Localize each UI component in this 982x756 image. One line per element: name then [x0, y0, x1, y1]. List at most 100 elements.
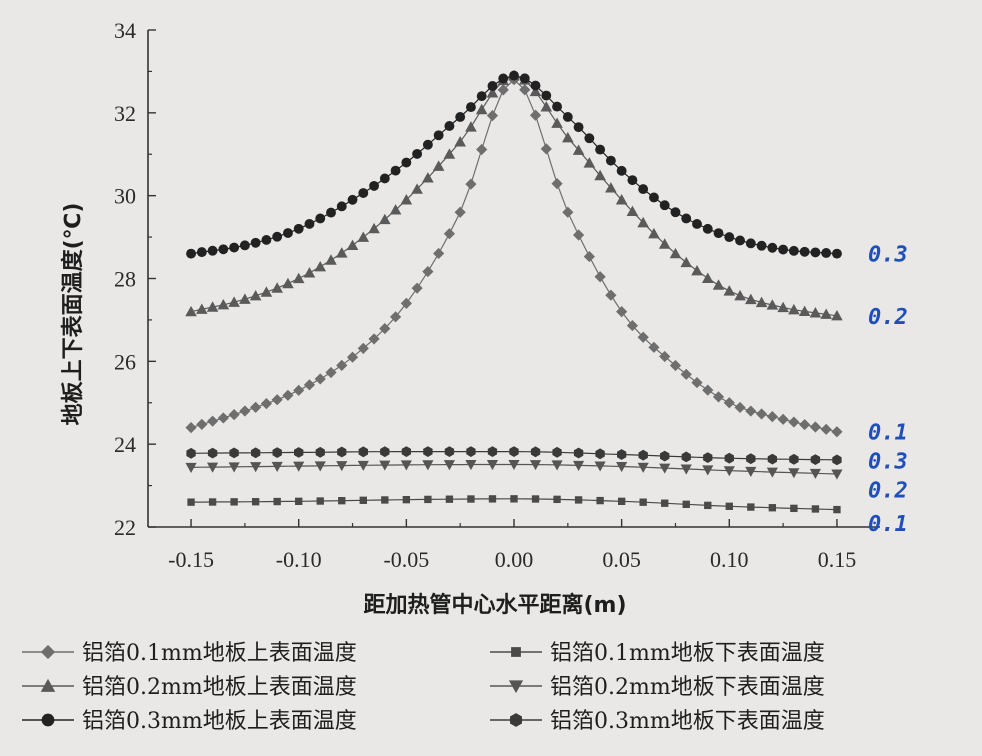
data-point	[336, 461, 348, 472]
data-point	[432, 160, 445, 171]
data-point	[314, 373, 326, 385]
data-point	[218, 244, 229, 255]
data-point	[831, 309, 843, 321]
data-point	[637, 216, 649, 228]
data-point	[595, 448, 605, 460]
data-point	[316, 497, 324, 505]
data-point	[638, 449, 648, 461]
data-point	[271, 394, 283, 406]
data-point	[723, 397, 735, 409]
legend-item: 铝箔0.1mm地板下表面温度	[490, 641, 825, 666]
data-point	[379, 213, 391, 225]
legend-label: 铝箔0.2mm地板上表面温度	[82, 675, 357, 700]
data-point	[487, 81, 498, 91]
data-point	[639, 498, 647, 506]
data-point	[702, 384, 714, 396]
data-point	[260, 398, 273, 410]
data-point	[788, 468, 800, 479]
series-1	[185, 74, 843, 438]
data-point	[531, 495, 540, 503]
data-point	[444, 446, 455, 457]
data-point	[381, 496, 389, 504]
data-point	[508, 680, 524, 694]
annotation-label: 0.1	[868, 421, 908, 446]
y-tick-label: 26	[114, 349, 136, 374]
data-point	[185, 305, 197, 317]
data-point	[422, 172, 434, 183]
data-point	[326, 207, 336, 218]
data-point	[444, 121, 455, 131]
data-point	[723, 285, 736, 296]
data-point	[660, 450, 670, 462]
data-point	[789, 453, 799, 465]
data-point	[445, 495, 454, 503]
series-6	[186, 446, 842, 466]
data-point	[293, 461, 305, 472]
data-point	[755, 296, 768, 308]
data-point	[359, 496, 367, 504]
data-point	[358, 446, 368, 458]
axes: 22 24 26 28 30 32 34 -0.15 -0.10 -0.05 0.00 0.05 0.1…	[114, 18, 880, 572]
data-point	[617, 449, 627, 460]
x-tick-label: 0.00	[495, 547, 534, 572]
data-point	[379, 173, 390, 184]
data-point	[713, 228, 724, 239]
data-point	[443, 228, 456, 240]
data-point	[778, 244, 789, 255]
data-point	[681, 451, 691, 463]
data-point	[380, 446, 390, 458]
data-point	[315, 446, 325, 458]
data-point	[777, 413, 789, 425]
data-point	[551, 178, 563, 190]
data-point	[584, 133, 595, 144]
data-point	[809, 421, 822, 433]
data-point	[196, 418, 208, 430]
annotation-label: 0.1	[868, 512, 908, 537]
x-tick-label: 0.10	[710, 547, 749, 572]
data-point	[831, 426, 843, 438]
data-point	[573, 447, 584, 459]
data-point	[832, 248, 842, 259]
y-tick-label: 24	[114, 432, 136, 457]
data-point	[562, 112, 573, 122]
series-5	[186, 70, 842, 259]
data-point	[616, 306, 628, 318]
data-point	[390, 165, 401, 176]
data-point	[552, 446, 562, 458]
data-point	[595, 144, 606, 155]
series-line	[190, 78, 838, 433]
data-point	[788, 416, 800, 428]
data-point	[766, 410, 778, 423]
data-point	[336, 359, 348, 371]
data-point	[519, 73, 530, 84]
legend-label: 铝箔0.1mm地板下表面温度	[550, 641, 825, 666]
data-point	[703, 452, 713, 463]
data-point	[292, 272, 305, 284]
data-point	[303, 379, 316, 391]
data-point	[616, 462, 628, 473]
data-point	[217, 412, 229, 424]
legend-label: 铝箔0.3mm地板上表面温度	[82, 709, 357, 734]
data-point	[196, 247, 207, 258]
data-point	[669, 359, 682, 372]
data-point	[659, 200, 670, 211]
data-point	[424, 495, 432, 504]
data-point	[529, 85, 542, 97]
data-point	[187, 498, 195, 506]
data-point	[605, 155, 616, 166]
data-point	[669, 247, 682, 259]
data-point	[455, 112, 466, 122]
x-tick-label: 0.15	[818, 547, 857, 572]
data-point	[702, 465, 714, 476]
data-point	[745, 238, 756, 249]
data-point	[466, 102, 476, 113]
series-layer	[185, 69, 843, 514]
data-point	[228, 296, 240, 307]
data-point	[583, 250, 595, 263]
legend-item: 铝箔0.3mm地板下表面温度	[490, 709, 825, 734]
data-point	[529, 109, 542, 121]
data-point	[208, 498, 217, 506]
data-point	[186, 248, 196, 259]
annotation-label: 0.2	[868, 305, 908, 330]
